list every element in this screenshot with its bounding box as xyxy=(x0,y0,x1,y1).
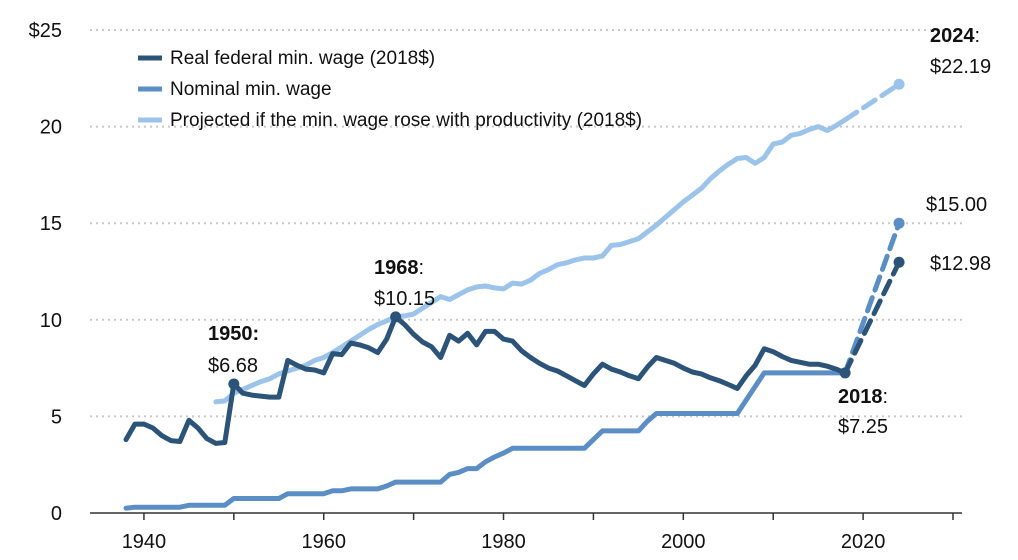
annotation-2018: 2018: $7.25 xyxy=(838,386,888,438)
annotation-1950-year: 1950: xyxy=(208,323,259,345)
annotation-2018-year: 2018 xyxy=(838,386,883,408)
annotation-2018-colon: : xyxy=(883,386,889,408)
annotation-2024-label: 2024: xyxy=(930,25,980,47)
y-tick-label: 0 xyxy=(51,503,62,525)
x-tick-label: 2000 xyxy=(661,531,706,553)
annotation-1950-value: $6.68 xyxy=(208,355,258,377)
annotation-2018-label: 2018: xyxy=(838,386,888,408)
point-2024-nominal xyxy=(893,217,905,229)
point-2018 xyxy=(839,367,851,379)
annotation-12-98-dollars: $12.98 xyxy=(930,253,991,275)
annotation-2018-value: $7.25 xyxy=(838,416,888,438)
annotation-2024: 2024: $22.19 xyxy=(930,25,991,78)
x-tick-label: 1940 xyxy=(122,531,167,553)
annotation-1968-year: 1968 xyxy=(374,257,419,279)
y-tick-label: $25 xyxy=(29,20,62,42)
annotation-2024-year: 2024 xyxy=(930,25,975,47)
highlight-points xyxy=(228,78,905,390)
y-tick-label: 20 xyxy=(40,117,62,139)
annotation-1968-value: $10.15 xyxy=(374,288,435,310)
legend-label-0: Real federal min. wage (2018$) xyxy=(170,48,435,69)
y-tick-label: 10 xyxy=(40,310,62,332)
point-1968 xyxy=(390,311,402,323)
y-axis-tick-labels: 0 5 10 15 20 $25 xyxy=(29,20,62,525)
x-tick-label: 1960 xyxy=(301,531,346,553)
series-line-0 xyxy=(123,314,848,446)
y-tick-label: 5 xyxy=(51,406,62,428)
series-lines xyxy=(123,81,902,511)
x-tick-label: 1980 xyxy=(481,531,526,553)
annotation-2024-colon: : xyxy=(975,25,981,47)
x-tick-label: 2020 xyxy=(841,531,886,553)
point-2024-real xyxy=(893,256,905,268)
x-axis: 1940 1960 1980 2000 2020 xyxy=(90,512,962,553)
y-tick-label: 15 xyxy=(40,213,62,235)
legend-label-1: Nominal min. wage xyxy=(170,79,332,100)
series-projection-1 xyxy=(842,220,902,376)
series-line-2 xyxy=(213,117,848,405)
annotation-2024-value: $22.19 xyxy=(930,56,991,78)
annotation-1950: 1950: $6.68 xyxy=(208,323,259,377)
point-1950 xyxy=(228,378,240,390)
legend-label-2: Projected if the min. wage rose with pro… xyxy=(170,110,642,131)
legend: Real federal min. wage (2018$) Nominal mi… xyxy=(138,48,642,131)
annotation-1968: 1968: $10.15 xyxy=(374,257,435,310)
annotation-15-dollars: $15.00 xyxy=(926,194,987,216)
annotation-1968-label: 1968: xyxy=(374,257,424,279)
annotation-1968-colon: : xyxy=(419,257,425,279)
series-projection-0 xyxy=(842,259,902,376)
series-projection-2 xyxy=(842,81,902,123)
point-2024-productivity xyxy=(893,78,905,90)
series-line-1 xyxy=(123,370,848,511)
